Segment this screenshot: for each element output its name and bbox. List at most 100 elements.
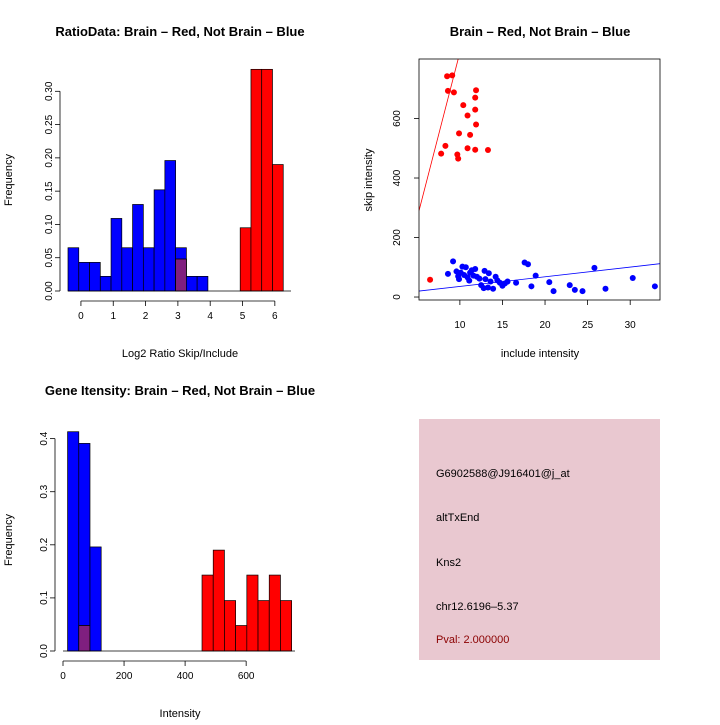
- bar-not-brain: [110, 218, 123, 292]
- point-not-brain: [566, 282, 573, 289]
- gene-histogram-xlabel: Intensity: [160, 708, 201, 720]
- bar-overlap: [175, 258, 187, 292]
- bar-not-brain: [78, 443, 91, 652]
- point-not-brain: [482, 276, 489, 283]
- x-tick-label: 0: [60, 671, 66, 682]
- bar-not-brain: [89, 546, 102, 652]
- gene-histogram-title: Gene Itensity: Brain – Red, Not Brain – …: [45, 383, 315, 398]
- scatter-title: Brain – Red, Not Brain – Blue: [450, 24, 631, 39]
- point-brain: [467, 131, 474, 138]
- point-not-brain: [462, 264, 469, 271]
- point-brain: [484, 147, 491, 154]
- fit-line-blue: [419, 263, 660, 292]
- ratio-histogram-xlabel: Log2 Ratio Skip/Include: [122, 348, 238, 360]
- point-not-brain: [651, 283, 658, 290]
- bar-not-brain: [142, 247, 155, 292]
- point-brain: [427, 276, 434, 283]
- bar-overlap: [78, 625, 91, 652]
- bar-not-brain: [186, 276, 198, 292]
- point-not-brain: [629, 274, 636, 281]
- y-tick-label: 0.10: [44, 214, 55, 234]
- point-not-brain: [504, 278, 511, 285]
- gene-histogram-ylabel: Frequency: [3, 514, 15, 566]
- point-brain: [460, 102, 467, 109]
- point-not-brain: [602, 285, 609, 292]
- point-not-brain: [532, 272, 539, 279]
- point-brain: [444, 73, 451, 80]
- y-tick-label: 0.0: [39, 644, 50, 658]
- bar-not-brain: [196, 276, 209, 292]
- probe-id: G6902588@J916401@j_at: [436, 468, 570, 480]
- point-not-brain: [571, 286, 578, 293]
- bar-not-brain: [132, 204, 144, 292]
- ratio-histogram-title: RatioData: Brain – Red, Not Brain – Blue: [55, 24, 304, 39]
- point-not-brain: [456, 276, 463, 283]
- point-not-brain: [591, 264, 598, 271]
- scatter-ylabel: skip intensity: [363, 148, 375, 211]
- y-tick-label: 0.05: [44, 248, 55, 268]
- ratio-histogram-ylabel: Frequency: [3, 154, 15, 206]
- y-tick-label: 600: [392, 110, 403, 127]
- p-value: Pval: 2.000000: [436, 634, 509, 646]
- bar-not-brain: [153, 189, 166, 292]
- bar-brain: [224, 600, 236, 652]
- info-panel: G6902588@J916401@j_at altTxEnd Kns2 chr1…: [419, 419, 660, 660]
- point-not-brain: [444, 270, 451, 277]
- bar-brain: [272, 164, 284, 292]
- y-tick-label: 0.4: [39, 431, 50, 445]
- bar-brain: [201, 574, 214, 652]
- bar-not-brain: [164, 160, 176, 292]
- point-brain: [450, 89, 457, 96]
- x-tick-label: 200: [116, 671, 133, 682]
- intensity-scatter: Brain – Red, Not Brain – Blue include in…: [363, 24, 661, 360]
- point-brain: [472, 94, 479, 101]
- point-not-brain: [472, 266, 479, 273]
- point-brain: [449, 72, 456, 79]
- x-tick-label: 600: [238, 671, 255, 682]
- x-tick-label: 2: [143, 311, 149, 322]
- point-brain: [442, 142, 449, 149]
- x-tick-label: 1: [110, 311, 116, 322]
- x-tick-label: 20: [539, 320, 551, 331]
- point-not-brain: [525, 261, 532, 268]
- point-not-brain: [466, 277, 473, 284]
- y-tick-label: 0.15: [44, 181, 55, 201]
- gene-intensity-histogram: Gene Itensity: Brain – Red, Not Brain – …: [3, 383, 315, 720]
- x-tick-label: 400: [177, 671, 194, 682]
- plot-frame: [418, 58, 661, 301]
- point-not-brain: [487, 278, 494, 285]
- point-brain: [444, 87, 451, 94]
- x-tick-label: 5: [240, 311, 246, 322]
- bar-brain: [280, 600, 292, 652]
- bar-not-brain: [89, 262, 101, 292]
- x-tick-label: 10: [454, 320, 466, 331]
- bar-not-brain: [121, 247, 133, 292]
- point-not-brain: [546, 279, 553, 286]
- point-not-brain: [513, 279, 520, 286]
- gene-name: Kns2: [436, 557, 461, 569]
- bar-not-brain: [67, 247, 80, 292]
- y-tick-label: 0.1: [39, 591, 50, 605]
- point-brain: [438, 150, 445, 157]
- point-not-brain: [528, 283, 535, 290]
- y-tick-label: 0.3: [39, 484, 50, 498]
- point-brain: [473, 87, 480, 94]
- bar-brain: [239, 227, 252, 292]
- x-tick-label: 15: [497, 320, 509, 331]
- point-brain: [473, 121, 480, 128]
- point-not-brain: [579, 288, 586, 295]
- point-brain: [472, 106, 479, 113]
- point-not-brain: [550, 288, 557, 295]
- point-brain: [456, 130, 463, 137]
- bar-brain: [257, 600, 270, 652]
- y-tick-label: 0: [392, 294, 403, 300]
- bar-not-brain: [78, 262, 90, 292]
- fit-line-red: [419, 59, 459, 211]
- bar-brain: [235, 625, 248, 652]
- y-tick-label: 0.2: [39, 537, 50, 551]
- bar-brain: [246, 574, 259, 652]
- bar-brain: [212, 549, 225, 652]
- scatter-xlabel: include intensity: [501, 348, 580, 360]
- point-brain: [472, 146, 479, 153]
